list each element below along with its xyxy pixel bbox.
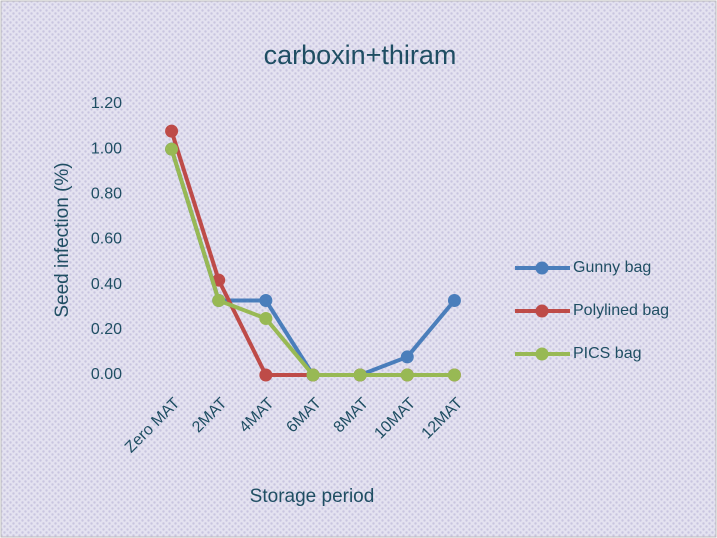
- x-axis-label: Storage period: [250, 486, 375, 507]
- point: [447, 293, 461, 307]
- point: [353, 368, 367, 382]
- y-tick-label: 0.20: [91, 321, 122, 338]
- point: [165, 142, 179, 156]
- point: [400, 350, 414, 364]
- point: [259, 312, 273, 326]
- y-tick-label: 0.60: [91, 231, 122, 248]
- y-tick-label: 0.00: [91, 366, 122, 383]
- chart-title: carboxin+thiram: [264, 40, 457, 70]
- point: [447, 368, 461, 382]
- legend-marker: [535, 304, 549, 318]
- y-tick-label: 0.40: [91, 276, 122, 293]
- y-tick-label: 1.00: [91, 140, 122, 157]
- y-axis-label: Seed infection (%): [52, 162, 73, 317]
- y-tick-label: 1.20: [91, 95, 122, 112]
- y-tick-label: 0.80: [91, 186, 122, 203]
- legend-label: PICS bag: [573, 345, 641, 362]
- legend-marker: [535, 261, 549, 275]
- point: [306, 368, 320, 382]
- point: [400, 368, 414, 382]
- legend-label: Gunny bag: [573, 259, 651, 276]
- point: [259, 293, 273, 307]
- legend-label: Polylined bag: [573, 302, 669, 319]
- point: [165, 124, 179, 138]
- point: [212, 293, 226, 307]
- legend-marker: [535, 347, 549, 361]
- point: [259, 368, 273, 382]
